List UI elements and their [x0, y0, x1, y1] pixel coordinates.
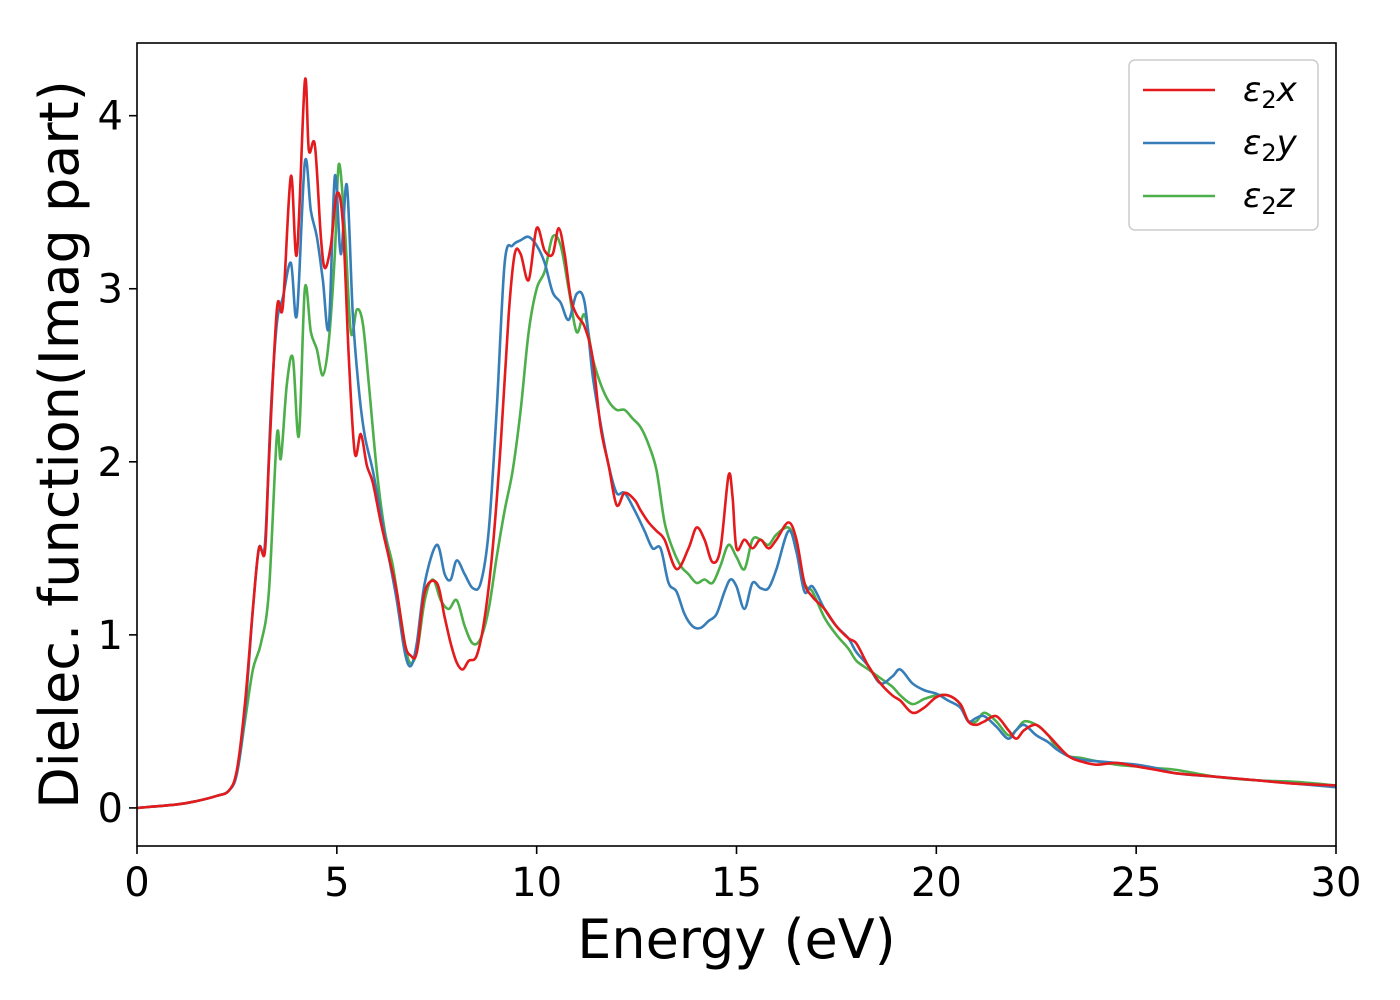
- x-tick-label: 10: [511, 860, 562, 906]
- x-axis-label: Energy (eV): [577, 908, 896, 971]
- y-tick-label: 0: [98, 786, 123, 832]
- legend-frame: [1128, 59, 1319, 231]
- legend-label-x: ε2x: [1243, 70, 1298, 114]
- y-axis-ticks: 0 1 2 3 4: [98, 94, 137, 832]
- y-tick-label: 4: [98, 94, 123, 140]
- legend-label-z: ε2z: [1243, 176, 1296, 220]
- legend: ε2x ε2y ε2z: [1128, 59, 1319, 231]
- legend-label-y: ε2y: [1243, 123, 1298, 167]
- x-tick-label: 20: [911, 860, 962, 906]
- y-tick-label: 1: [98, 613, 123, 659]
- y-tick-label: 2: [98, 440, 123, 486]
- x-tick-label: 25: [1111, 860, 1162, 906]
- series-layer: [137, 77, 1336, 810]
- x-tick-label: 5: [324, 860, 349, 906]
- y-tick-label: 3: [98, 267, 123, 313]
- y-axis-label: Dielec. function(Imag part): [28, 80, 91, 809]
- x-tick-label: 30: [1311, 860, 1362, 906]
- series-line-x: [137, 77, 1336, 810]
- x-axis-ticks: 0 5 10 15 20 25 30: [124, 846, 1361, 906]
- x-tick-label: 0: [124, 860, 149, 906]
- x-tick-label: 15: [711, 860, 762, 906]
